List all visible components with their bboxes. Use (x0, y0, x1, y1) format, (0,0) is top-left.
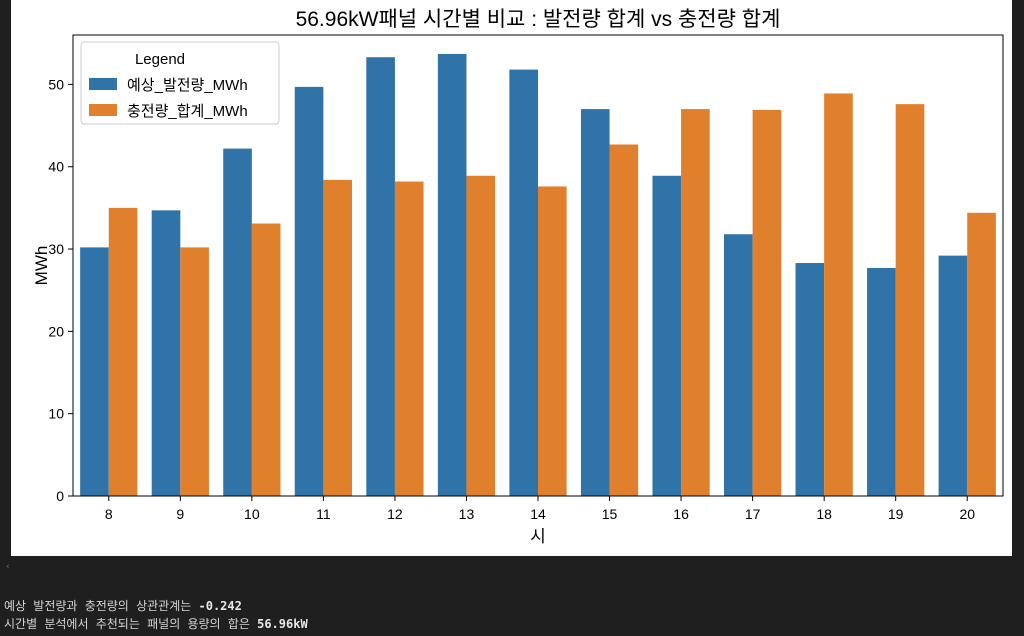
x-tick-label-20: 20 (959, 506, 975, 522)
bar-chart: 56.96kW패널 시간별 비교 : 발전량 합계 vs 충전량 합계 8 9 10 1… (32, 8, 1004, 546)
legend-swatch-generation (89, 78, 117, 90)
y-tick-label-10: 10 (48, 406, 64, 422)
x-tick-label-14: 14 (530, 506, 546, 522)
legend-title: Legend (135, 51, 185, 68)
bar-generation-20 (938, 255, 968, 496)
y-axis-label: MWh (32, 246, 51, 286)
bar-generation-13 (437, 53, 467, 496)
bar-generation-15 (580, 109, 610, 496)
x-tick-label-9: 9 (176, 506, 184, 522)
output-line-correlation: 예상 발전량과 충전량의 상관관계는 -0.242 (4, 597, 242, 614)
bar-charging-9 (180, 247, 209, 496)
capacity-value: 56.96kW (257, 617, 308, 631)
x-tick-label-17: 17 (745, 506, 761, 522)
bar-generation-9 (151, 210, 181, 496)
bar-charging-14 (538, 186, 567, 496)
x-tick-label-15: 15 (602, 506, 618, 522)
legend-label-charging: 충전량_합계_MWh (127, 103, 248, 120)
output-line-capacity: 시간별 분석에서 추천되는 패널의 용량의 합은 56.96kW (4, 615, 308, 632)
chart-title: 56.96kW패널 시간별 비교 : 발전량 합계 vs 충전량 합계 (296, 8, 781, 31)
legend-box (80, 41, 280, 125)
y-tick-label-20: 20 (48, 323, 64, 339)
output-line-correlation-text: 예상 발전량과 충전량의 상관관계는 (4, 599, 199, 613)
chart-panel: 56.96kW패널 시간별 비교 : 발전량 합계 vs 충전량 합계 8 9 10 1… (11, 0, 1012, 556)
x-tick-label-11: 11 (316, 506, 331, 522)
bar-generation-18 (795, 263, 825, 496)
y-tick-label-30: 30 (48, 241, 64, 257)
x-tick-label-12: 12 (387, 506, 403, 522)
bar-generation-10 (223, 148, 252, 496)
scroll-left-icon[interactable]: ‹ (6, 562, 10, 572)
bar-charging-15 (609, 144, 639, 497)
bar-charging-11 (323, 179, 352, 496)
x-tick-label-8: 8 (105, 506, 113, 522)
plot-frame (72, 34, 1004, 497)
bar-generation-17 (724, 234, 753, 497)
bar-charging-10 (251, 223, 281, 497)
bar-charging-18 (824, 93, 853, 496)
x-tick-label-10: 10 (244, 506, 260, 522)
x-tick-label-18: 18 (816, 506, 832, 522)
y-tick-label-0: 0 (56, 488, 64, 504)
x-tick-label-16: 16 (673, 506, 689, 522)
bar-generation-14 (509, 69, 538, 496)
x-axis-label: 시 (530, 527, 546, 546)
bar-charging-12 (394, 181, 424, 496)
y-tick-label-50: 50 (48, 76, 64, 92)
bar-charging-19 (895, 104, 925, 497)
bar-generation-16 (652, 175, 682, 496)
bar-generation-11 (294, 86, 324, 497)
legend-label-generation: 예상_발전량_MWh (127, 77, 248, 94)
legend-swatch-charging (89, 104, 117, 116)
y-tick-label-40: 40 (48, 159, 64, 175)
x-tick-label-13: 13 (459, 506, 475, 522)
bar-generation-8 (80, 247, 109, 496)
bar-charging-20 (967, 212, 996, 497)
bar-charging-17 (752, 109, 782, 496)
bar-generation-12 (366, 57, 395, 497)
bar-charging-8 (108, 207, 138, 496)
correlation-value: -0.242 (198, 599, 242, 613)
bar-charging-16 (681, 109, 710, 496)
output-line-capacity-text: 시간별 분석에서 추천되는 패널의 용량의 합은 (4, 617, 258, 631)
x-tick-label-19: 19 (888, 506, 904, 522)
bar-generation-19 (867, 267, 896, 496)
bar-charging-13 (466, 175, 496, 496)
